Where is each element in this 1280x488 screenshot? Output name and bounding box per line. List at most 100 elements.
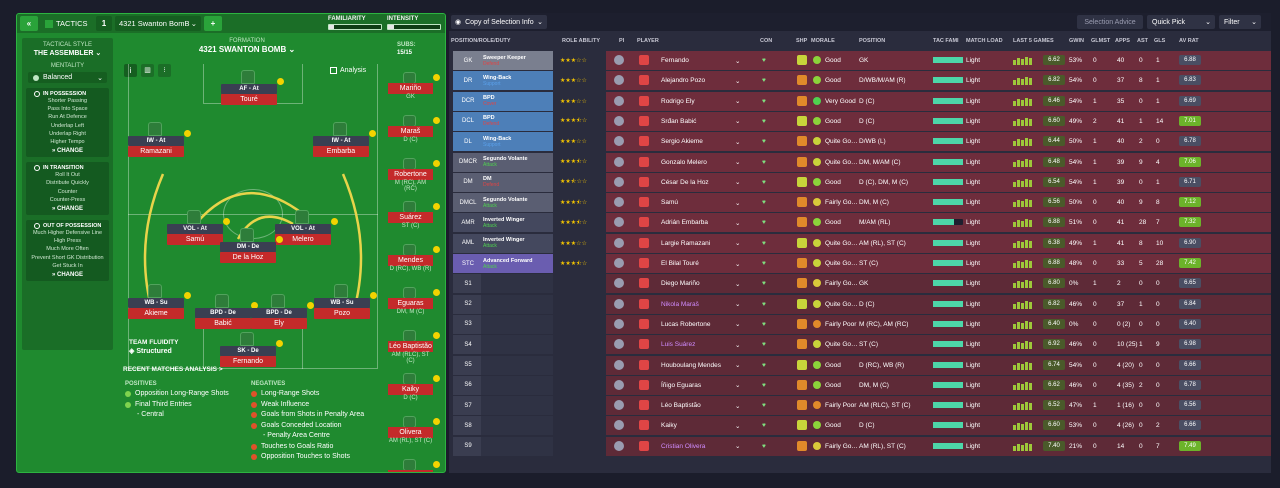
player-name[interactable]: Cristian Olivera — [661, 442, 706, 450]
player-instructions-icon[interactable] — [614, 440, 624, 451]
chevron-down-icon[interactable]: ⌄ — [735, 159, 741, 166]
player-instructions-icon[interactable] — [614, 318, 624, 329]
role-duty[interactable]: DM Defend — [481, 172, 553, 192]
column-header[interactable]: POSITION/ROLE/DUTY — [451, 38, 511, 44]
position-slot[interactable]: DM — [453, 172, 483, 192]
role-duty-empty[interactable] — [481, 335, 553, 355]
player-row[interactable]: DL Wing-Back Support ★★★☆☆ Sergio Akieme ⌄ ♥ Qu… — [449, 132, 1271, 152]
filter-button[interactable]: Filter ⌄ — [1219, 15, 1261, 29]
chevron-down-icon[interactable]: ⌄ — [735, 260, 741, 268]
sub-player[interactable]: Eguaras DM, M (C) — [388, 287, 440, 317]
formation-select[interactable]: 4321 SWANTON BOMB ⌄ — [198, 45, 296, 54]
player-name[interactable]: Samú — [661, 199, 678, 207]
chevron-down-icon[interactable]: ⌄ — [735, 422, 741, 430]
player-row[interactable]: S3 Lucas Robertone ⌄ ♥ Fairly Poor M (RC), AM… — [449, 314, 1271, 334]
column-header[interactable]: APPS — [1115, 38, 1130, 44]
player-row[interactable]: GK Sweeper Keeper Defend ★★★☆☆ Fernando ⌄ ♥ Goo… — [449, 51, 1271, 70]
bar-chart-icon[interactable]: ▥ — [141, 64, 154, 77]
chevron-down-icon[interactable]: ⌄ — [735, 240, 741, 248]
pitch-player[interactable]: IW - At Embarba — [313, 122, 376, 160]
sub-player[interactable]: Suárez ST (C) — [388, 201, 440, 231]
column-header[interactable]: PLAYER — [637, 38, 659, 44]
role-duty[interactable]: Inverted Winger Attack — [481, 233, 553, 253]
player-instructions-icon[interactable] — [614, 197, 624, 208]
column-header[interactable]: AST — [1137, 38, 1148, 44]
position-slot[interactable]: S3 — [453, 314, 483, 334]
pitch-player[interactable]: AF - At Touré — [221, 70, 284, 108]
player-name[interactable]: Diego Mariño — [661, 280, 700, 288]
position-slot[interactable]: DR — [453, 71, 483, 91]
player-row[interactable]: S8 Kaiky ⌄ ♥ Good D (C) Light 6.60 53% 0 4 (26) 0 2 6… — [449, 416, 1271, 436]
player-instructions-icon[interactable] — [614, 95, 624, 106]
column-header[interactable]: LAST 5 GAMES — [1013, 38, 1054, 44]
sub-player[interactable]: Mariño GK — [388, 72, 440, 102]
player-instructions-icon[interactable] — [614, 420, 624, 431]
position-slot[interactable]: S8 — [453, 416, 483, 436]
role-duty-empty[interactable] — [481, 436, 553, 456]
chevron-down-icon[interactable]: ⌄ — [735, 280, 741, 288]
chevron-down-icon[interactable]: ⌄ — [735, 402, 741, 410]
role-duty-empty[interactable] — [481, 294, 553, 314]
player-instructions-icon[interactable] — [614, 115, 624, 126]
pitch-player[interactable]: BPD - De Babić — [195, 294, 258, 332]
sub-player[interactable]: Kaiky D (C) — [388, 373, 440, 403]
pitch-player[interactable]: VOL - At Melero — [275, 210, 338, 248]
role-duty-empty[interactable] — [481, 355, 553, 375]
column-header[interactable]: MORALE — [811, 38, 835, 44]
chevron-down-icon[interactable]: ⌄ — [735, 341, 741, 349]
position-slot[interactable]: DL — [453, 132, 483, 152]
role-duty-empty[interactable] — [481, 375, 553, 395]
role-duty[interactable]: BPD Defend — [481, 111, 553, 131]
player-name[interactable]: Houboulang Mendes — [661, 361, 721, 369]
role-duty[interactable]: Segundo Volante Attack — [481, 152, 553, 172]
position-slot[interactable]: S2 — [453, 294, 483, 314]
position-slot[interactable]: DCR — [453, 91, 483, 111]
position-slot[interactable]: DCL — [453, 111, 483, 131]
analysis-button[interactable]: Analysis — [330, 65, 372, 76]
tactical-style-name[interactable]: THE ASSEMBLER ⌄ — [33, 50, 102, 57]
pitch-player[interactable]: WB - Su Pozo — [314, 284, 377, 322]
pitch-player[interactable]: WB - Su Akieme — [128, 284, 191, 322]
column-header[interactable]: GLS — [1154, 38, 1166, 44]
info-icon[interactable]: i — [124, 64, 137, 77]
chevron-down-icon[interactable]: ⌄ — [735, 57, 741, 65]
mentality-select[interactable]: Balanced ⌄ — [28, 72, 107, 83]
selection-advice-button[interactable]: Selection Advice — [1077, 15, 1143, 29]
player-instructions-icon[interactable] — [614, 237, 624, 248]
role-duty[interactable]: Wing-Back Support — [481, 71, 553, 91]
pitch-player[interactable]: VOL - At Samú — [167, 210, 230, 248]
role-duty[interactable]: Sweeper Keeper Defend — [481, 51, 553, 70]
role-duty[interactable]: Advanced Forward Attack — [481, 254, 553, 273]
column-header[interactable]: SHP — [796, 38, 808, 44]
quick-pick-button[interactable]: Quick Pick ⌄ — [1147, 15, 1215, 29]
role-duty-empty[interactable] — [481, 274, 553, 294]
chevron-down-icon[interactable]: ⌄ — [735, 199, 741, 207]
position-slot[interactable]: S6 — [453, 375, 483, 395]
pitch-player[interactable]: IW - At Ramazani — [128, 122, 191, 160]
pitch-player[interactable]: BPD - De Ely — [251, 294, 314, 332]
position-slot[interactable]: S4 — [453, 335, 483, 355]
sub-player[interactable]: Olivera AM (RL), ST (C) — [388, 416, 440, 446]
chevron-down-icon[interactable]: ⌄ — [735, 321, 741, 329]
chevron-down-icon[interactable]: ⌄ — [735, 179, 741, 187]
pitch-player[interactable]: SK - De Fernando — [220, 332, 283, 370]
player-name[interactable]: Rodrigo Ely — [661, 97, 695, 105]
chevron-down-icon[interactable]: ⌄ — [735, 443, 741, 451]
player-instructions-icon[interactable] — [614, 55, 624, 65]
column-header[interactable]: GWIN — [1069, 38, 1084, 44]
rma-title[interactable]: RECENT MATCHES ANALYSIS > — [123, 366, 223, 373]
sub-player[interactable]: Léo Baptistão AM (RLC), ST (C) — [388, 330, 440, 364]
position-slot[interactable]: DMCL — [453, 193, 483, 213]
player-row[interactable]: DMCL Segundo Volante Attack ★★★⯪☆ Samú ⌄ ♥ Fair… — [449, 193, 1271, 213]
player-name[interactable]: Kaiky — [661, 422, 677, 430]
player-row[interactable]: S1 Diego Mariño ⌄ ♥ Fairly Go… GK Light 6.80 0% 1… — [449, 274, 1271, 294]
player-row[interactable]: DR Wing-Back Support ★★★☆☆ Alejandro Pozo ⌄ ♥ G… — [449, 71, 1271, 91]
player-row[interactable]: S5 Houboulang Mendes ⌄ ♥ Good D (RC), WB (R) L… — [449, 355, 1271, 375]
player-name[interactable]: Léo Baptistão — [661, 402, 701, 410]
role-duty-empty[interactable] — [481, 396, 553, 416]
column-header[interactable]: CON — [760, 38, 773, 44]
role-duty[interactable]: BPD Cover — [481, 91, 553, 111]
player-instructions-icon[interactable] — [614, 75, 624, 86]
in-transition-change-button[interactable]: » CHANGE — [51, 206, 84, 213]
player-row[interactable]: S4 Luis Suárez ⌄ ♥ Quite Go… ST (C) Light 6.92 4… — [449, 335, 1271, 355]
